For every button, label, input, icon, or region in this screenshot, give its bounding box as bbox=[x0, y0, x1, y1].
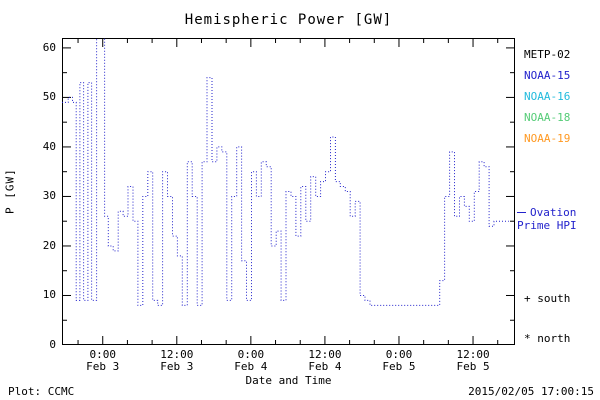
legend-item-noaa-19: NOAA-19 bbox=[524, 132, 571, 145]
hpi-series-line bbox=[62, 38, 509, 306]
marker-south-label: south bbox=[537, 292, 571, 305]
marker-legend-north: * north bbox=[524, 332, 570, 345]
x-tick-time: 0:00 bbox=[237, 348, 265, 361]
line-sample-icon bbox=[517, 212, 526, 213]
x-tick-label: 12:00 Feb 3 bbox=[142, 349, 212, 373]
y-axis-label: P [GW] bbox=[3, 168, 17, 215]
ovation-line2: Prime HPI bbox=[517, 219, 577, 232]
legend-item-noaa-16: NOAA-16 bbox=[524, 90, 571, 103]
x-tick-label: 0:00 Feb 3 bbox=[68, 349, 138, 373]
star-marker-icon: * bbox=[524, 332, 531, 345]
x-tick-date: Feb 3 bbox=[160, 360, 194, 373]
y-tick-label: 30 bbox=[42, 189, 56, 203]
x-tick-label: 12:00 Feb 4 bbox=[290, 349, 360, 373]
y-tick-label: 0 bbox=[49, 338, 56, 351]
x-tick-date: Feb 4 bbox=[234, 360, 268, 373]
y-tick-label: 10 bbox=[42, 288, 56, 302]
y-tick-label: 50 bbox=[42, 90, 56, 104]
x-tick-date: Feb 3 bbox=[86, 360, 120, 373]
legend-item-noaa-18: NOAA-18 bbox=[524, 111, 571, 124]
plot-border bbox=[62, 38, 515, 345]
satellite-legend: METP-02 NOAA-15 NOAA-16 NOAA-18 NOAA-19 bbox=[524, 44, 570, 149]
series-label-ovation: Ovation Prime HPI bbox=[517, 206, 577, 232]
x-tick-label: 0:00 Feb 4 bbox=[216, 349, 286, 373]
x-tick-time: 0:00 bbox=[385, 348, 413, 361]
plot-source-caption: Plot: CCMC bbox=[8, 385, 75, 398]
y-tick-label: 20 bbox=[42, 238, 56, 252]
y-tick-label: 40 bbox=[42, 139, 56, 153]
legend-item-metp-02: METP-02 bbox=[524, 48, 571, 61]
legend-item-noaa-15: NOAA-15 bbox=[524, 69, 571, 82]
x-tick-label: 12:00 Feb 5 bbox=[438, 349, 508, 373]
x-tick-date: Feb 4 bbox=[308, 360, 342, 373]
plot-area bbox=[62, 38, 515, 345]
chart-title: Hemispheric Power [GW] bbox=[184, 12, 393, 28]
x-tick-date: Feb 5 bbox=[456, 360, 490, 373]
x-tick-time: 12:00 bbox=[456, 348, 490, 361]
marker-north-label: north bbox=[537, 332, 571, 345]
ovation-line1: Ovation bbox=[530, 206, 577, 219]
marker-legend-south: + south bbox=[524, 292, 570, 305]
y-tick-label: 60 bbox=[42, 40, 56, 54]
plus-marker-icon: + bbox=[524, 292, 531, 305]
x-tick-time: 12:00 bbox=[308, 348, 342, 361]
plot-timestamp: 2015/02/05 17:00:15 bbox=[468, 385, 594, 398]
x-tick-date: Feb 5 bbox=[382, 360, 416, 373]
x-tick-time: 0:00 bbox=[89, 348, 116, 361]
x-axis-label: Date and Time bbox=[245, 374, 332, 387]
x-tick-label: 0:00 Feb 5 bbox=[364, 349, 434, 373]
x-tick-time: 12:00 bbox=[160, 348, 194, 361]
